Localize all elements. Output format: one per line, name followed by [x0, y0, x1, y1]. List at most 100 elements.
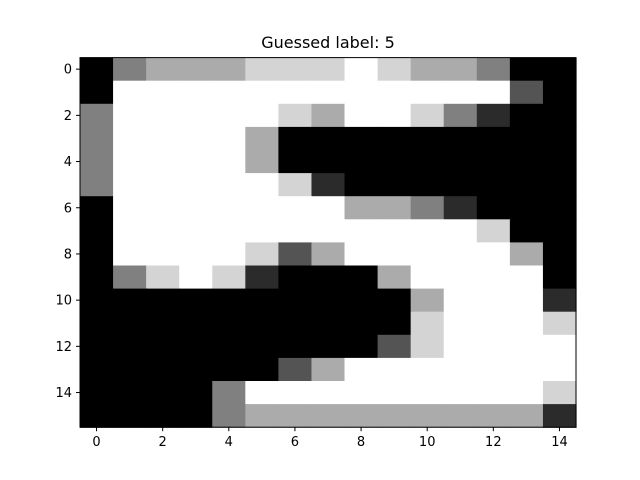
heatmap-cell	[443, 196, 478, 220]
x-tick-label: 10	[419, 435, 436, 450]
heatmap-cell	[245, 219, 279, 243]
heatmap-cell	[377, 242, 412, 267]
heatmap-cell	[311, 381, 346, 405]
heatmap-cell	[344, 357, 379, 382]
heatmap-cell	[509, 242, 544, 267]
heatmap-cell	[476, 288, 511, 313]
heatmap-cell	[80, 357, 114, 382]
heatmap-cell	[212, 288, 246, 313]
heatmap-cell	[146, 103, 180, 128]
heatmap-cell	[179, 265, 213, 290]
x-tick-label: 8	[357, 435, 365, 450]
heatmap-cell	[344, 242, 379, 267]
heatmap-cell	[113, 311, 147, 336]
heatmap-cell	[311, 404, 346, 428]
heatmap-cell	[80, 80, 114, 105]
heatmap-cell	[410, 196, 445, 220]
heatmap-cell	[542, 242, 577, 267]
heatmap-cell	[344, 288, 379, 313]
x-tick-label: 12	[485, 435, 502, 450]
heatmap-cell	[179, 334, 213, 359]
heatmap-cell	[377, 288, 412, 313]
heatmap-cell	[179, 57, 213, 82]
heatmap-cell	[179, 196, 213, 220]
heatmap-cell	[410, 219, 445, 243]
heatmap-cell	[377, 334, 412, 359]
heatmap-cell	[212, 196, 246, 220]
heatmap-cell	[410, 173, 445, 197]
heatmap-cell	[113, 334, 147, 359]
x-tick-label: 14	[551, 435, 568, 450]
heatmap-cell	[212, 381, 246, 405]
heatmap-cell	[146, 357, 180, 382]
heatmap-cell	[476, 57, 511, 82]
heatmap-cell	[344, 173, 379, 197]
heatmap-cell	[377, 311, 412, 336]
heatmap-cell	[410, 103, 445, 128]
heatmap-cell	[278, 219, 313, 243]
heatmap-cell	[311, 357, 346, 382]
heatmap-cell	[509, 126, 544, 151]
heatmap-cell	[278, 404, 313, 428]
heatmap-cell	[476, 404, 511, 428]
heatmap-cell	[443, 265, 478, 290]
heatmap-cell	[113, 126, 147, 151]
heatmap-cell	[212, 150, 246, 174]
heatmap-cell	[377, 103, 412, 128]
heatmap-cell	[476, 103, 511, 128]
heatmap-cell	[410, 80, 445, 105]
heatmap-cell	[311, 196, 346, 220]
heatmap-cell	[80, 196, 114, 220]
heatmap-cell	[542, 265, 577, 290]
heatmap-cell	[542, 103, 577, 128]
heatmap-cells	[80, 57, 577, 428]
heatmap-cell	[179, 242, 213, 267]
heatmap-cell	[212, 126, 246, 151]
heatmap-cell	[179, 288, 213, 313]
heatmap-cell	[377, 126, 412, 151]
heatmap-cell	[542, 80, 577, 105]
heatmap-cell	[179, 173, 213, 197]
y-tick-label: 0	[64, 63, 72, 78]
heatmap-cell	[80, 126, 114, 151]
heatmap-cell	[179, 357, 213, 382]
heatmap-cell	[278, 80, 313, 105]
heatmap-cell	[80, 381, 114, 405]
heatmap-cell	[509, 196, 544, 220]
heatmap-cell	[443, 103, 478, 128]
heatmap-cell	[377, 265, 412, 290]
heatmap-cell	[113, 242, 147, 267]
heatmap-cell	[245, 404, 279, 428]
heatmap-cell	[542, 57, 577, 82]
heatmap-cell	[509, 219, 544, 243]
y-axis: 0 2 4 6 8 10 12 14	[55, 63, 80, 401]
y-tick-label: 14	[55, 386, 72, 401]
heatmap-cell	[245, 381, 279, 405]
heatmap-cell	[245, 311, 279, 336]
heatmap-cell	[443, 357, 478, 382]
heatmap-cell	[212, 357, 246, 382]
heatmap-cell	[311, 150, 346, 174]
heatmap-cell	[245, 150, 279, 174]
heatmap-cell	[278, 288, 313, 313]
heatmap-cell	[509, 288, 544, 313]
heatmap-cell	[344, 57, 379, 82]
heatmap-cell	[410, 381, 445, 405]
heatmap-cell	[80, 311, 114, 336]
heatmap-cell	[278, 265, 313, 290]
heatmap-cell	[278, 242, 313, 267]
heatmap-cell	[311, 334, 346, 359]
heatmap-cell	[212, 103, 246, 128]
heatmap-cell	[146, 404, 180, 428]
heatmap-cell	[245, 334, 279, 359]
heatmap-cell	[344, 219, 379, 243]
heatmap-cell	[542, 381, 577, 405]
heatmap-cell	[509, 150, 544, 174]
heatmap-cell	[113, 196, 147, 220]
heatmap-cell	[113, 404, 147, 428]
heatmap-cell	[146, 265, 180, 290]
heatmap-cell	[113, 357, 147, 382]
heatmap-cell	[113, 103, 147, 128]
heatmap-cell	[80, 334, 114, 359]
